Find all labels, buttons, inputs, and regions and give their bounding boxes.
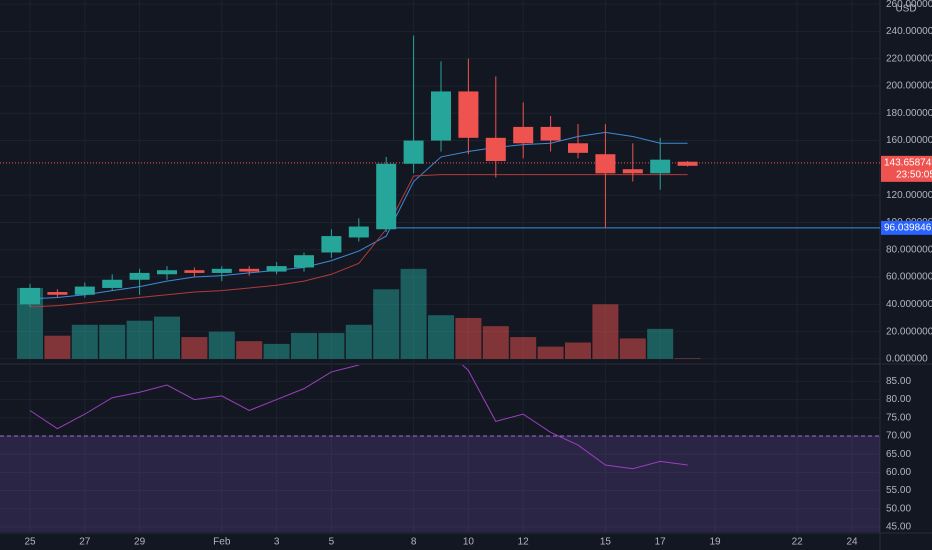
volume-bar <box>565 342 591 359</box>
volume-bar <box>482 326 509 359</box>
candle-body <box>348 226 369 238</box>
support-label: 96.039846 <box>884 222 932 233</box>
candle-body <box>540 126 561 141</box>
x-tick-label: 17 <box>655 537 667 548</box>
rsi-tick-label: 75.00 <box>886 412 911 423</box>
last-price-label: 143.658745 <box>884 158 932 169</box>
volume-bar <box>647 328 674 359</box>
x-tick-label: 22 <box>792 537 804 548</box>
candle-body <box>431 91 451 141</box>
volume-bar <box>674 358 701 359</box>
volume-bar <box>208 331 235 359</box>
volume-bar <box>510 337 537 359</box>
volume-bar <box>619 338 646 359</box>
candle-body <box>403 140 424 164</box>
volume-bar <box>154 316 180 359</box>
y-tick-label: 160.000000 <box>886 135 932 146</box>
volume-bar <box>400 268 427 359</box>
x-tick-label: 19 <box>709 537 721 548</box>
rsi-tick-label: 65.00 <box>886 449 911 460</box>
candle-body <box>595 154 616 174</box>
candle-body <box>677 161 698 166</box>
x-tick-label: 12 <box>518 537 530 548</box>
y-tick-label: 260.000000 <box>886 0 932 10</box>
candle-body <box>485 137 506 162</box>
volume-bar <box>71 324 98 359</box>
x-tick-label: 5 <box>329 537 335 548</box>
candle-body <box>211 268 232 273</box>
volume-bar <box>455 317 482 359</box>
volume-bar <box>318 332 345 359</box>
volume-bar <box>592 304 619 359</box>
x-tick-label: 10 <box>463 537 475 548</box>
volume-bar <box>236 341 263 359</box>
x-tick-label: 25 <box>24 537 36 548</box>
candle-body <box>622 169 643 174</box>
rsi-tick-label: 70.00 <box>886 431 911 442</box>
candle-body <box>294 255 314 268</box>
volume-bar <box>291 332 317 359</box>
y-tick-label: 220.000000 <box>886 53 932 64</box>
rsi-tick-label: 45.00 <box>886 522 911 533</box>
support-box <box>881 220 932 235</box>
last-price-box <box>881 155 932 182</box>
candle-body <box>47 292 68 295</box>
y-tick-label: 0.000000 <box>886 354 928 365</box>
volume-bar <box>99 324 126 359</box>
candle-body <box>376 163 397 230</box>
candle-body <box>20 287 40 305</box>
rsi-line <box>29 365 688 470</box>
volume-bar <box>181 337 208 359</box>
y-tick-label: 240.000000 <box>886 26 932 37</box>
candle-body <box>650 159 671 174</box>
x-tick-label: Feb <box>213 537 231 548</box>
ma-lower-line <box>29 174 688 308</box>
x-tick-label: 8 <box>411 537 417 548</box>
y-tick-label: 60.000000 <box>886 272 932 283</box>
volume-bar <box>44 335 71 359</box>
rsi-tick-label: 50.00 <box>886 503 911 514</box>
volume-bar <box>537 346 564 359</box>
y-tick-label: 120.000000 <box>886 190 932 201</box>
candle-body <box>74 286 95 295</box>
volume-bar <box>345 324 372 359</box>
candle-body <box>239 268 260 272</box>
y-tick-label: 80.000000 <box>886 244 932 255</box>
candle-body <box>184 270 205 273</box>
candle-body <box>513 126 534 144</box>
rsi-tick-label: 80.00 <box>886 394 911 405</box>
countdown-label: 23:50:05 <box>896 170 932 181</box>
y-tick-label: 200.000000 <box>886 81 932 92</box>
y-tick-label: 20.000000 <box>886 326 932 337</box>
candle-body <box>568 143 588 153</box>
x-tick-label: 24 <box>846 537 858 548</box>
y-tick-label: 40.000000 <box>886 299 932 310</box>
volume-bar <box>373 289 400 359</box>
x-tick-label: 15 <box>600 537 612 548</box>
y-tick-label: 180.000000 <box>886 108 932 119</box>
x-tick-label: 3 <box>274 537 280 548</box>
candle-body <box>266 266 287 272</box>
rsi-tick-label: 55.00 <box>886 485 911 496</box>
rsi-tick-label: 85.00 <box>886 376 911 387</box>
volume-bar <box>263 343 290 359</box>
x-tick-label: 27 <box>79 537 91 548</box>
volume-bar <box>126 320 153 359</box>
volume-bar <box>428 315 454 359</box>
candle-body <box>129 272 150 280</box>
currency-label: USD <box>895 4 916 15</box>
candle-body <box>458 91 479 138</box>
rsi-tick-label: 60.00 <box>886 467 911 478</box>
rsi-band <box>0 435 880 532</box>
x-tick-label: 29 <box>134 537 146 548</box>
candle-body <box>321 236 342 253</box>
candle-body <box>157 270 177 275</box>
candle-body <box>102 279 123 288</box>
